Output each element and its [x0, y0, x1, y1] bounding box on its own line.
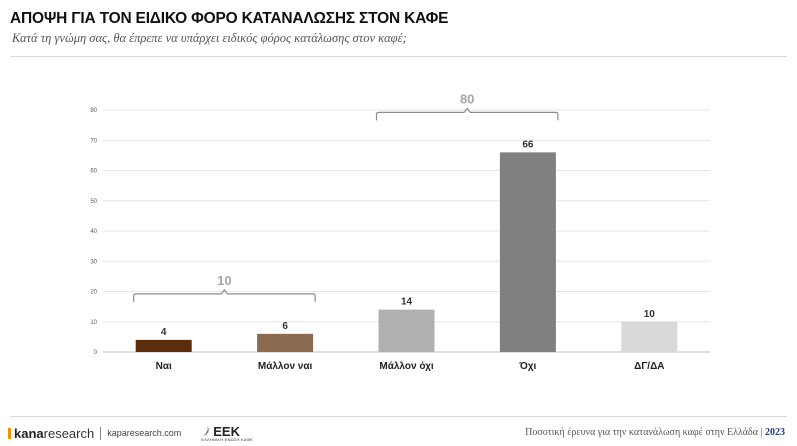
bar [378, 309, 435, 352]
data-label: 66 [522, 139, 534, 150]
website-link[interactable]: kaparesearch.com [107, 428, 182, 438]
header-divider [10, 56, 787, 57]
eek-swoosh-icon [203, 426, 209, 436]
y-tick-label: 80 [90, 108, 97, 114]
group-bracket [133, 288, 316, 302]
data-label: 10 [644, 309, 656, 320]
page-title: ΑΠΟΨΗ ΓΙΑ ΤΟΝ ΕΙΔΙΚΟ ΦΟΡΟ ΚΑΤΑΝΑΛΩΣΗΣ ΣΤ… [10, 10, 449, 27]
eek-logo: ΕΕΚ ΕΛΛΗΝΙΚΗ ΕΝΩΣΗ ΚΑΦΕ [201, 425, 252, 442]
footer-branding: kana research kaparesearch.com ΕΕΚ ΕΛΛΗΝΙ… [8, 424, 253, 442]
data-label: 14 [401, 297, 413, 308]
bar-chart: 0 10 20 30 40 50 60 70 80 4 Ναι 6 Μάλλον ναι 14 Μάλλον… [90, 91, 710, 372]
y-tick-label: 0 [94, 350, 98, 356]
kana-research-logo: kana research [8, 426, 94, 441]
x-tick-label: Όχι [519, 361, 537, 372]
footer-divider [10, 416, 787, 417]
brand-bold: kana [14, 425, 44, 441]
bar [135, 339, 192, 352]
x-tick-label: Μάλλον ναι [258, 361, 313, 372]
footer-separator [100, 426, 102, 440]
kana-mark-icon [8, 427, 11, 439]
y-tick-label: 10 [90, 320, 97, 326]
brand-light: research [43, 425, 95, 441]
survey-year: 2023 [765, 427, 785, 438]
group-total-label: 10 [217, 273, 231, 288]
y-tick-label: 60 [90, 169, 97, 175]
y-tick-label: 70 [90, 138, 97, 144]
y-tick-label: 20 [90, 290, 97, 296]
y-tick-label: 40 [90, 229, 97, 235]
footer-survey-note: Ποσοτική έρευνα για την κατανάλωση καφέ … [525, 427, 785, 438]
survey-text: Ποσοτική έρευνα για την κατανάλωση καφέ … [525, 427, 763, 438]
bar [621, 321, 678, 352]
x-tick-label: Μάλλον όχι [379, 361, 433, 372]
bar [257, 333, 314, 352]
data-label: 4 [161, 327, 167, 338]
y-tick-label: 30 [90, 259, 97, 265]
page-subtitle: Κατά τη γνώμη σας, θα έπρεπε να υπάρχει … [12, 31, 407, 45]
eek-logo-subtext: ΕΛΛΗΝΙΚΗ ΕΝΩΣΗ ΚΑΦΕ [201, 436, 253, 442]
x-tick-label: Ναι [156, 361, 172, 372]
x-tick-label: ΔΓ/ΔΑ [634, 361, 664, 372]
y-tick-label: 50 [90, 199, 97, 205]
eek-logo-text: ΕΕΚ [213, 423, 240, 439]
group-bracket [375, 107, 559, 121]
data-label: 6 [282, 321, 288, 332]
group-total-label: 80 [460, 91, 474, 106]
bar [499, 152, 556, 352]
